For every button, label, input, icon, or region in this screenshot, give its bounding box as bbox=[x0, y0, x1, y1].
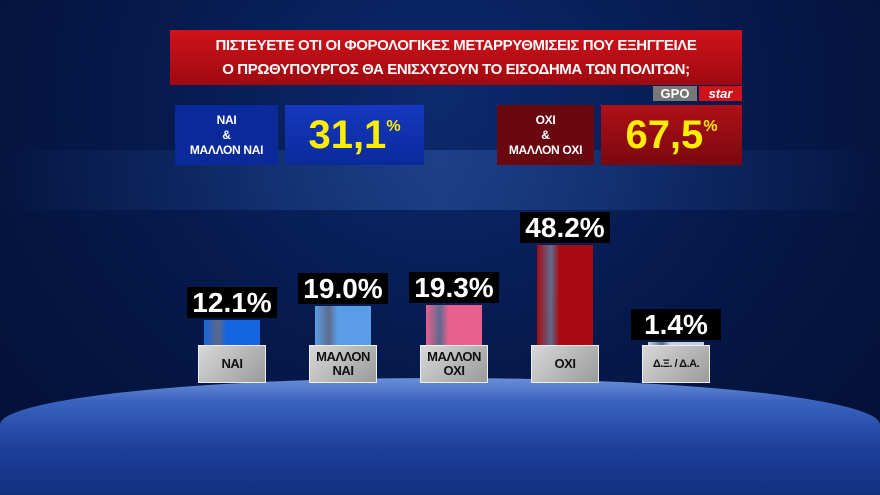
channel-logo: star bbox=[699, 86, 742, 101]
category-label-2: ΜΑΛΛΟΝ ΟΧΙ bbox=[420, 345, 488, 383]
background-floor bbox=[0, 378, 880, 495]
pollster-logo: GPO bbox=[653, 86, 697, 101]
yes-label-line: & bbox=[222, 127, 231, 142]
value-label-0: 12.1% bbox=[187, 286, 277, 318]
no-summary-value: 67,5% bbox=[601, 105, 742, 165]
yes-summary-value: 31,1% bbox=[285, 105, 424, 165]
value-label-2: 19.3% bbox=[409, 271, 499, 303]
value-label-3: 48.2% bbox=[520, 212, 610, 243]
question-title: ΠΙΣΤΕΥΕΤΕ ΟΤΙ ΟΙ ΦΟΡΟΛΟΓΙΚΕΣ ΜΕΤΑΡΡΥΘΜΙΣ… bbox=[170, 30, 742, 85]
title-line-2: Ο ΠΡΩΘΥΠΟΥΡΓΟΣ ΘΑ ΕΝΙΣΧΥΣΟΥΝ ΤΟ ΕΙΣΟΔΗΜΑ… bbox=[222, 61, 690, 78]
yes-value: 31,1 bbox=[308, 112, 387, 157]
no-label-line: ΜΑΛΛΟΝ ΟΧΙ bbox=[508, 142, 583, 157]
no-value: 67,5 bbox=[625, 112, 704, 157]
no-label-line: ΟΧΙ bbox=[535, 112, 556, 127]
bar-2 bbox=[426, 304, 482, 345]
no-summary-label: ΟΧΙ & ΜΑΛΛΟΝ ΟΧΙ bbox=[497, 105, 594, 165]
category-label-1: ΜΑΛΛΟΝ ΝΑΙ bbox=[309, 345, 377, 383]
yes-unit: % bbox=[386, 118, 401, 135]
bar-3 bbox=[537, 245, 593, 345]
yes-summary-label: ΝΑΙ & ΜΑΛΛΟΝ ΝΑΙ bbox=[175, 105, 278, 165]
value-label-1: 19.0% bbox=[298, 272, 388, 304]
bar-0 bbox=[204, 319, 260, 345]
no-unit: % bbox=[703, 118, 718, 135]
value-label-4: 1.4% bbox=[631, 309, 721, 341]
no-label-line: & bbox=[541, 127, 550, 142]
title-line-1: ΠΙΣΤΕΥΕΤΕ ΟΤΙ ΟΙ ΦΟΡΟΛΟΓΙΚΕΣ ΜΕΤΑΡΡΥΘΜΙΣ… bbox=[215, 37, 697, 54]
bar-4 bbox=[648, 342, 704, 345]
background-streak bbox=[0, 150, 880, 210]
category-label-3: ΟΧΙ bbox=[531, 345, 599, 383]
bar-1 bbox=[315, 305, 371, 345]
yes-label-line: ΜΑΛΛΟΝ ΝΑΙ bbox=[189, 142, 264, 157]
yes-label-line: ΝΑΙ bbox=[216, 112, 237, 127]
category-label-4: Δ.Ξ. / Δ.Α. bbox=[642, 345, 710, 383]
category-label-0: ΝΑΙ bbox=[198, 345, 266, 383]
